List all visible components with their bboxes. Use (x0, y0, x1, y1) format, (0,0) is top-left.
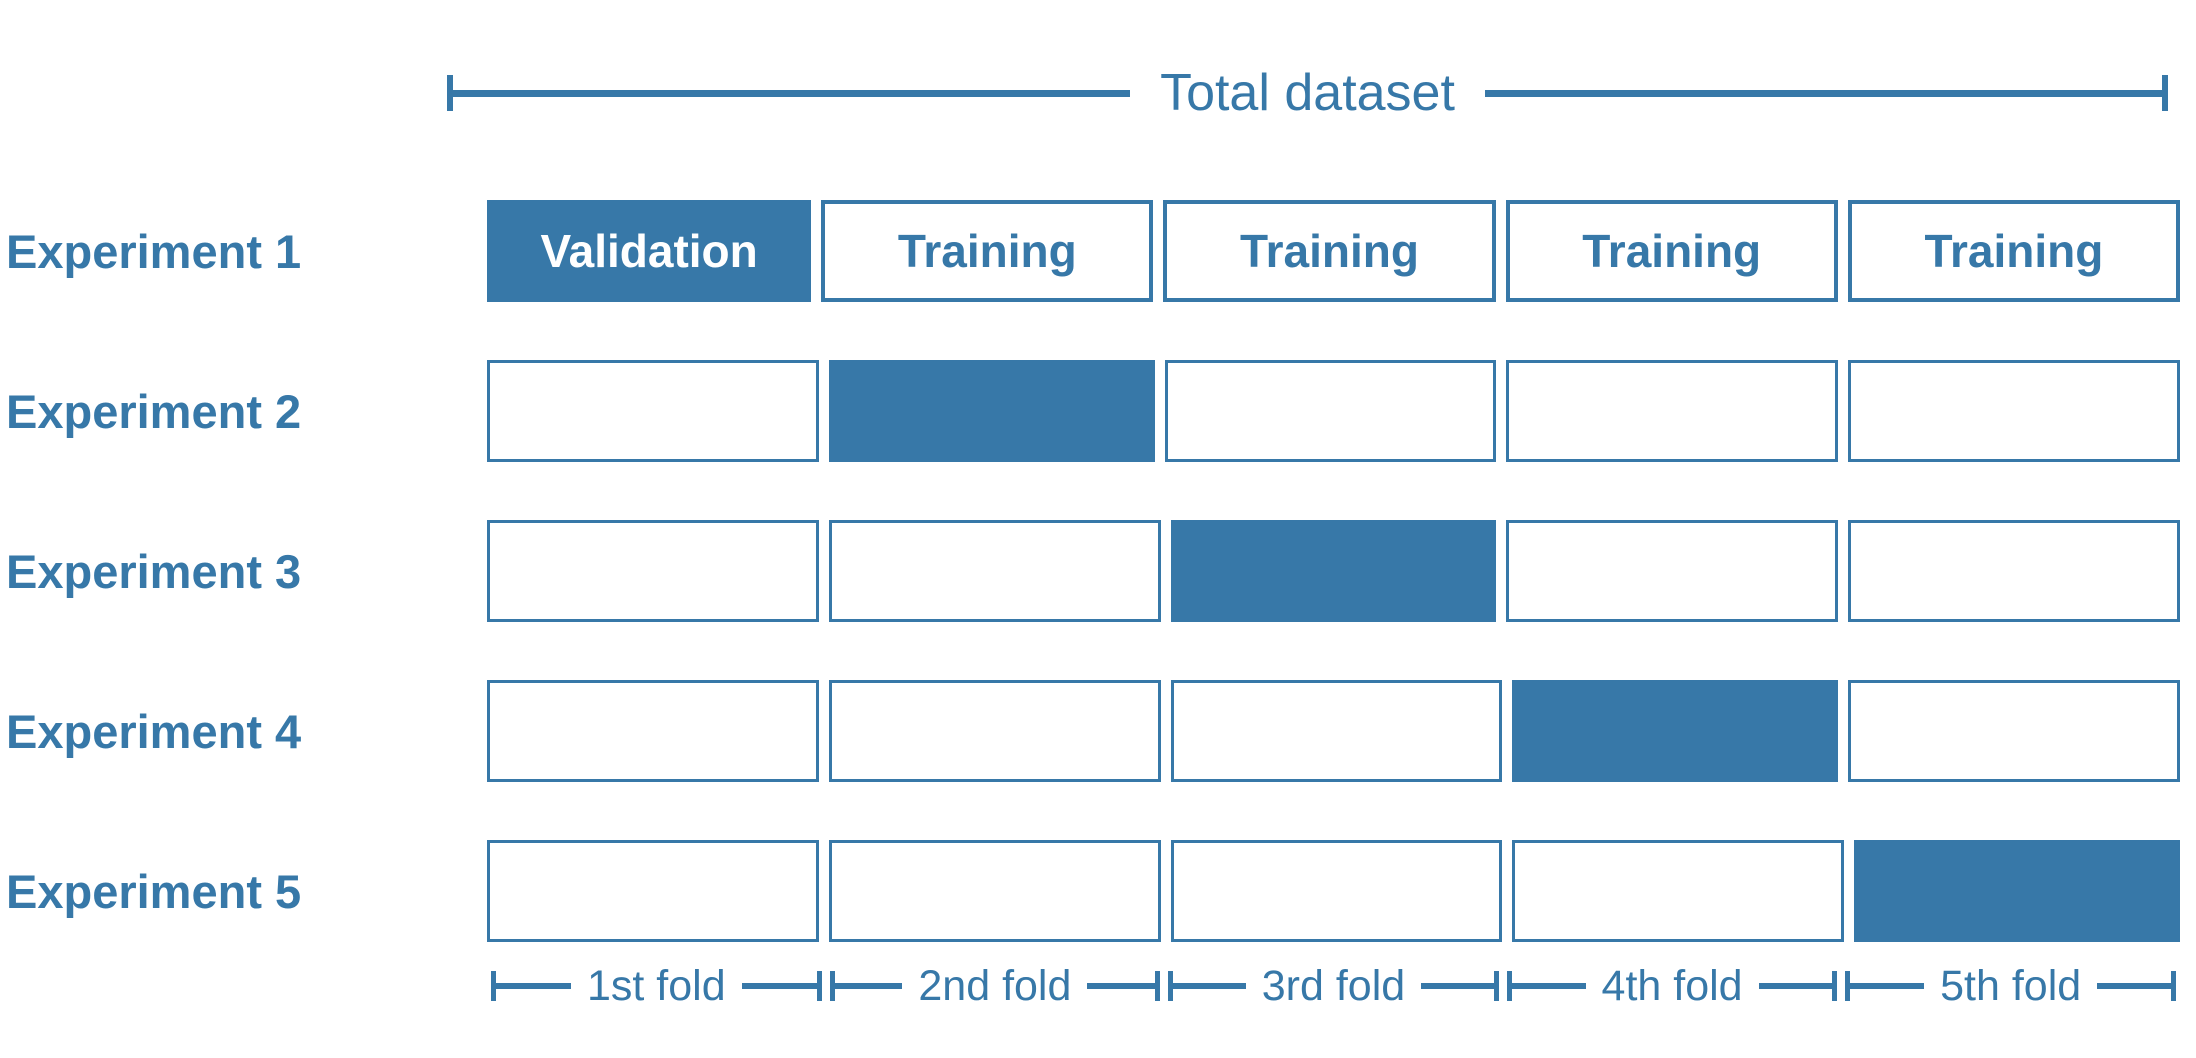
fold-endcap-left (829, 971, 835, 1001)
cell-empty (1506, 360, 1839, 462)
cell-empty (1848, 360, 2180, 462)
fold-endcap-right (1493, 971, 1499, 1001)
fold-ruler-segment: 2nd fold (826, 956, 1165, 1016)
fold-ruler-segment: 5th fold (1841, 956, 2180, 1016)
fold-label: 4th fold (1601, 961, 1743, 1010)
total-dataset-label: Total dataset (1160, 64, 1455, 122)
cell-empty (1170, 680, 1503, 782)
fold-label: 5th fold (1940, 961, 2082, 1010)
fold-line-right (1421, 983, 1494, 989)
cell-empty (487, 840, 819, 942)
fold-cells: Validation Training Training Training Traini… (487, 200, 2181, 302)
fold-label: 2nd fold (918, 961, 1072, 1010)
experiment-row: Experiment 1 Validation Training Training Tr… (0, 200, 2181, 302)
fold-label: 3rd fold (1261, 961, 1406, 1010)
fold-line-left (1173, 983, 1246, 989)
experiment-label: Experiment 2 (6, 384, 302, 438)
cell-training: Training (1847, 200, 2181, 302)
fold-cells (487, 520, 2180, 622)
fold-ruler-segment: 1st fold (487, 956, 826, 1016)
ruler-line-right (1484, 89, 2162, 97)
fold-line-right (1758, 983, 1833, 989)
fold-line-left (1511, 983, 1586, 989)
experiment-row: Experiment 3 (0, 520, 2180, 622)
fold-endcap-left (1845, 971, 1851, 1001)
cell-empty (1164, 360, 1497, 462)
cell-filled (1170, 520, 1497, 622)
experiment-label: Experiment 5 (6, 864, 302, 918)
fold-line-left (834, 983, 903, 989)
experiment-label: Experiment 4 (6, 704, 302, 758)
fold-line-right (2097, 983, 2171, 989)
fold-cells (487, 360, 2180, 462)
fold-endcap-right (2170, 971, 2176, 1001)
cell-empty (1170, 840, 1503, 942)
cell-empty (1848, 520, 2180, 622)
fold-line-left (496, 983, 571, 989)
cell-training: Training (821, 200, 1154, 302)
fold-ruler-segment: 3rd fold (1164, 956, 1503, 1016)
experiment-row: Experiment 2 (0, 360, 2180, 462)
fold-endcap-left (1506, 971, 1512, 1001)
experiment-rows: Experiment 1 Validation Training Training Tr… (0, 200, 2181, 1000)
fold-line-right (1087, 983, 1156, 989)
fold-cells (487, 680, 2180, 782)
fold-label: 1st fold (586, 961, 726, 1010)
cell-filled (828, 360, 1155, 462)
fold-cells (487, 840, 2180, 942)
experiment-label: Experiment 1 (6, 224, 302, 278)
cell-empty (1506, 520, 1839, 622)
fold-line-left (1850, 983, 1925, 989)
fold-ruler-segment: 4th fold (1503, 956, 1842, 1016)
cell-empty (1848, 680, 2180, 782)
fold-ruler: 1st fold 2nd fold 3rd fold 4th fold 5th fold (487, 956, 2180, 1016)
cell-filled (1854, 840, 2180, 942)
ruler-endcap-left (447, 75, 453, 111)
fold-endcap-left (491, 971, 496, 1001)
cell-filled (1512, 680, 1839, 782)
ruler-endcap-right (2162, 75, 2168, 111)
experiment-row: Experiment 4 (0, 680, 2180, 782)
fold-endcap-right (1832, 971, 1838, 1001)
cell-empty (1512, 840, 1845, 942)
cell-validation: Validation (487, 200, 812, 302)
total-dataset-ruler: Total dataset (447, 67, 2168, 119)
cell-training: Training (1505, 200, 1838, 302)
cell-empty (487, 520, 819, 622)
fold-line-right (741, 983, 817, 989)
cell-empty (828, 840, 1161, 942)
fold-endcap-left (1168, 971, 1174, 1001)
experiment-row: Experiment 5 (0, 840, 2180, 942)
fold-endcap-right (1155, 971, 1161, 1001)
cell-empty (828, 680, 1161, 782)
experiment-label: Experiment 3 (6, 544, 302, 598)
ruler-line-left (453, 89, 1131, 97)
cell-empty (487, 360, 819, 462)
cell-empty (828, 520, 1161, 622)
cell-training: Training (1163, 200, 1496, 302)
fold-endcap-right (816, 971, 822, 1001)
cell-empty (487, 680, 819, 782)
